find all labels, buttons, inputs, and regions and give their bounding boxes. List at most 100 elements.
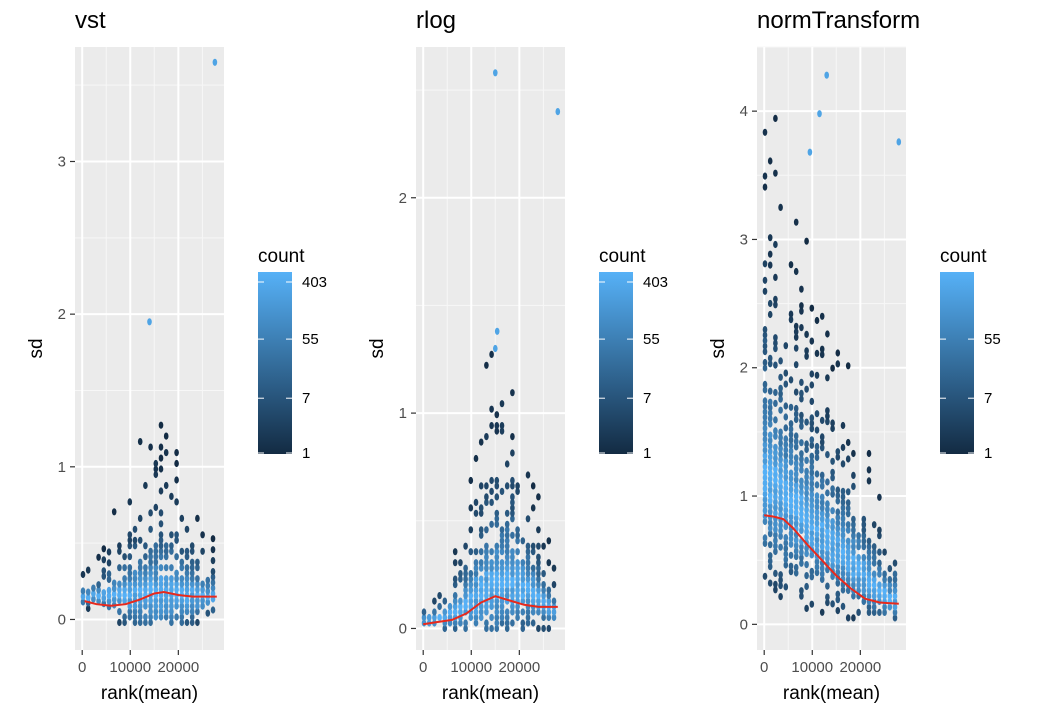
hex-cell <box>887 592 893 600</box>
hex-cell <box>799 587 804 595</box>
hex-cell <box>814 316 820 325</box>
hex-cell <box>463 602 468 611</box>
hex-cell <box>762 457 768 465</box>
hex-cell <box>189 608 195 616</box>
hex-cell <box>778 483 783 491</box>
hex-cell <box>117 597 122 605</box>
hex-cell <box>819 504 825 512</box>
hex-cell <box>778 203 783 211</box>
hex-cell <box>499 575 505 583</box>
hex-cell <box>814 497 820 505</box>
hex-cell <box>520 608 526 616</box>
hex-cell <box>153 586 159 594</box>
hex-cell <box>773 345 778 353</box>
hex-cell <box>504 553 510 561</box>
hex-cell <box>825 538 830 546</box>
hex-cell <box>799 378 804 386</box>
hex-cell <box>851 592 856 600</box>
hex-cell <box>484 602 489 611</box>
hex-cell <box>819 499 825 507</box>
hex-cell <box>793 503 799 511</box>
hex-cell <box>783 539 789 547</box>
hex-cell <box>835 557 841 565</box>
outlier-point <box>147 318 152 326</box>
hex-cell <box>814 525 820 533</box>
hex-cell <box>510 570 515 578</box>
hex-cell <box>762 386 768 394</box>
hex-cell <box>85 588 91 596</box>
hex-cell <box>783 479 789 487</box>
hex-cell <box>80 587 86 595</box>
hex-cell <box>132 608 138 616</box>
hex-cell <box>830 550 835 559</box>
hex-cell <box>520 559 526 567</box>
hex-cell <box>179 575 185 583</box>
hex-cell <box>788 436 794 444</box>
hex-cell <box>200 586 205 594</box>
hex-cell <box>127 602 133 610</box>
hex-cell <box>189 547 195 555</box>
hex-cell <box>762 172 768 180</box>
hex-cell <box>421 608 427 616</box>
hex-cell <box>530 482 536 490</box>
hex-cell <box>122 586 127 594</box>
hex-cell <box>767 563 773 571</box>
hex-cell <box>809 397 815 405</box>
hex-cell <box>510 575 515 583</box>
hex-cell <box>825 593 830 601</box>
hex-cell <box>504 482 510 490</box>
hex-cell <box>851 521 856 529</box>
hex-cell <box>851 576 856 584</box>
hex-cell <box>153 608 159 616</box>
hex-cell <box>452 592 458 600</box>
hex-cell <box>851 449 856 458</box>
hex-cell <box>210 578 216 587</box>
hex-cell <box>504 570 510 578</box>
hex-cell <box>158 454 164 462</box>
hex-cell <box>489 559 494 567</box>
hex-cell <box>504 608 510 616</box>
hex-cell <box>184 608 190 616</box>
hex-cell <box>762 276 768 284</box>
hex-cell <box>510 449 515 457</box>
hex-cell <box>840 443 846 452</box>
hex-cell <box>525 570 531 578</box>
hex-cell <box>851 565 856 573</box>
hex-cell <box>80 592 86 601</box>
hex-cell <box>210 535 216 543</box>
hex-cell <box>840 553 846 561</box>
hex-cell <box>793 470 799 478</box>
hex-cell <box>111 508 117 516</box>
hex-cell <box>830 485 835 493</box>
hex-cell <box>184 580 190 588</box>
hex-cell <box>773 460 778 468</box>
hex-cell <box>515 608 520 616</box>
hex-cell <box>137 536 143 544</box>
hex-cell <box>484 586 489 594</box>
hex-cell <box>840 487 846 495</box>
hex-cell <box>489 498 494 506</box>
hex-cell <box>762 424 768 432</box>
hex-cell <box>773 493 778 501</box>
hex-cell <box>773 547 778 556</box>
hex-cell <box>814 371 820 379</box>
hex-cell <box>452 608 458 616</box>
hex-cell <box>504 520 510 528</box>
hex-cell <box>473 575 479 583</box>
hex-cell <box>158 536 164 544</box>
hex-cell <box>452 548 458 556</box>
hex-cell <box>788 480 794 488</box>
hex-cell <box>200 602 205 610</box>
outlier-point <box>493 344 498 353</box>
hex-cell <box>536 608 541 616</box>
hex-cell <box>546 608 552 616</box>
hex-cell <box>877 532 882 540</box>
hex-cell <box>111 590 117 598</box>
hex-cell <box>799 543 804 551</box>
hex-cell <box>137 514 143 523</box>
hex-cell <box>877 493 882 501</box>
hex-cell <box>767 502 773 510</box>
hex-cell <box>851 532 856 540</box>
hex-cell <box>845 576 851 584</box>
hex-cell <box>478 531 484 539</box>
